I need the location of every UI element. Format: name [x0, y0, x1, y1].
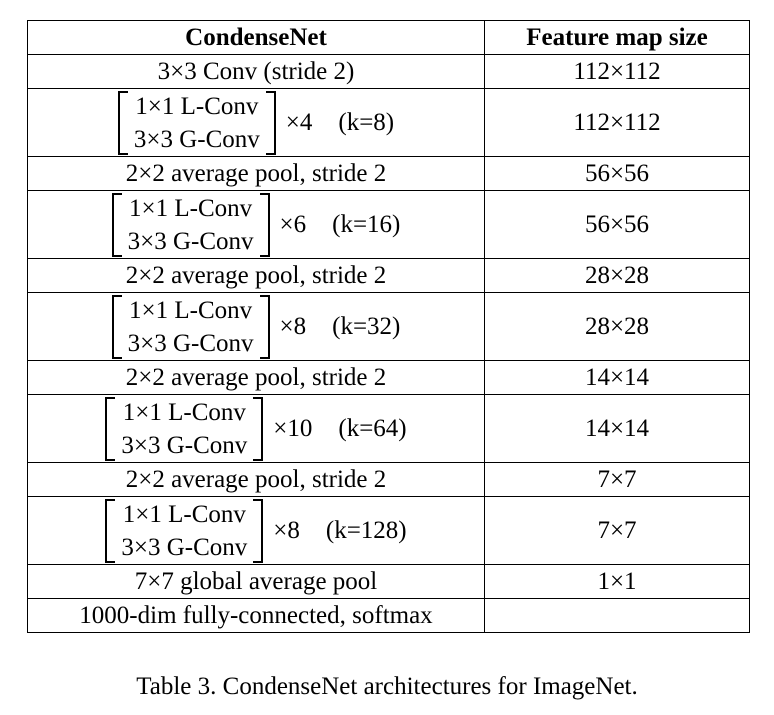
block-line-2: 3×3 G-Conv: [121, 533, 248, 561]
block-line-1: 1×1 L-Conv: [135, 92, 259, 120]
layer-block-cell: 1×1 L-Conv 3×3 G-Conv ×10 (k=64): [27, 394, 485, 463]
table-row: 1×1 L-Conv 3×3 G-Conv ×8 (k=128) 7×7: [27, 496, 750, 565]
block-growth-rate: (k=16): [332, 211, 401, 238]
block-multiplier: ×10: [273, 415, 313, 442]
block-bracket: 1×1 L-Conv 3×3 G-Conv: [105, 498, 264, 563]
layer-block-cell: 1×1 L-Conv 3×3 G-Conv ×6 (k=16): [27, 190, 485, 259]
block-line-1: 1×1 L-Conv: [129, 296, 253, 324]
block-line-2: 3×3 G-Conv: [127, 329, 254, 357]
size-cell: 28×28: [484, 292, 750, 361]
size-cell: 56×56: [484, 190, 750, 259]
layer-cell: 2×2 average pool, stride 2: [27, 258, 485, 293]
table-row: 3×3 Conv (stride 2) 112×112: [27, 54, 750, 89]
block-bracket: 1×1 L-Conv 3×3 G-Conv: [111, 192, 270, 257]
block-multiplier: ×6: [279, 211, 307, 238]
layer-cell: 7×7 global average pool: [27, 564, 485, 599]
block-growth-rate: (k=128): [325, 517, 407, 544]
header-feature-map-size: Feature map size: [484, 20, 750, 55]
table-row: 1×1 L-Conv 3×3 G-Conv ×4 (k=8) 112×112: [27, 88, 750, 157]
layer-block-cell: 1×1 L-Conv 3×3 G-Conv ×4 (k=8): [27, 88, 485, 157]
block-bracket: 1×1 L-Conv 3×3 G-Conv: [117, 90, 276, 155]
table-row: 2×2 average pool, stride 2 28×28: [27, 258, 750, 293]
table-caption: Table 3. CondenseNet architectures for I…: [136, 673, 638, 700]
block-line-2: 3×3 G-Conv: [127, 227, 254, 255]
size-cell: 14×14: [484, 360, 750, 395]
layer-cell: 2×2 average pool, stride 2: [27, 462, 485, 497]
layer-cell: 2×2 average pool, stride 2: [27, 360, 485, 395]
size-cell: 14×14: [484, 394, 750, 463]
table-row: 1000-dim fully-connected, softmax: [27, 598, 750, 633]
block-growth-rate: (k=32): [332, 313, 401, 340]
block-line-1: 1×1 L-Conv: [122, 398, 246, 426]
block-bracket: 1×1 L-Conv 3×3 G-Conv: [111, 294, 270, 359]
table-row: 1×1 L-Conv 3×3 G-Conv ×6 (k=16) 56×56: [27, 190, 750, 259]
table-row: 2×2 average pool, stride 2 7×7: [27, 462, 750, 497]
block-multiplier: ×8: [279, 313, 307, 340]
block-line-2: 3×3 G-Conv: [133, 125, 260, 153]
table-row: 1×1 L-Conv 3×3 G-Conv ×10 (k=64) 14×14: [27, 394, 750, 463]
size-cell: 112×112: [484, 54, 750, 89]
layer-cell: 3×3 Conv (stride 2): [27, 54, 485, 89]
size-cell: 1×1: [484, 564, 750, 599]
layer-cell: 1000-dim fully-connected, softmax: [27, 598, 485, 633]
block-multiplier: ×4: [285, 109, 313, 136]
block-growth-rate: (k=64): [338, 415, 407, 442]
table-row: 1×1 L-Conv 3×3 G-Conv ×8 (k=32) 28×28: [27, 292, 750, 361]
block-growth-rate: (k=8): [338, 109, 395, 136]
layer-block-cell: 1×1 L-Conv 3×3 G-Conv ×8 (k=128): [27, 496, 485, 565]
block-multiplier: ×8: [273, 517, 300, 544]
table-row: 2×2 average pool, stride 2 14×14: [27, 360, 750, 395]
layer-cell: 2×2 average pool, stride 2: [27, 156, 485, 191]
block-line-1: 1×1 L-Conv: [122, 500, 246, 528]
block-line-2: 3×3 G-Conv: [121, 431, 248, 459]
architecture-table: CondenseNet Feature map size 3×3 Conv (s…: [27, 20, 750, 633]
size-cell: 112×112: [484, 88, 750, 157]
block-bracket: 1×1 L-Conv 3×3 G-Conv: [105, 396, 264, 461]
size-cell: 56×56: [484, 156, 750, 191]
layer-block-cell: 1×1 L-Conv 3×3 G-Conv ×8 (k=32): [27, 292, 485, 361]
block-line-1: 1×1 L-Conv: [129, 194, 253, 222]
size-cell: 7×7: [484, 496, 750, 565]
size-cell: [484, 598, 750, 633]
header-condensenet: CondenseNet: [27, 20, 485, 55]
table-row: 2×2 average pool, stride 2 56×56: [27, 156, 750, 191]
size-cell: 28×28: [484, 258, 750, 293]
table-row: 7×7 global average pool 1×1: [27, 564, 750, 599]
header-row: CondenseNet Feature map size: [27, 20, 750, 55]
size-cell: 7×7: [484, 462, 750, 497]
